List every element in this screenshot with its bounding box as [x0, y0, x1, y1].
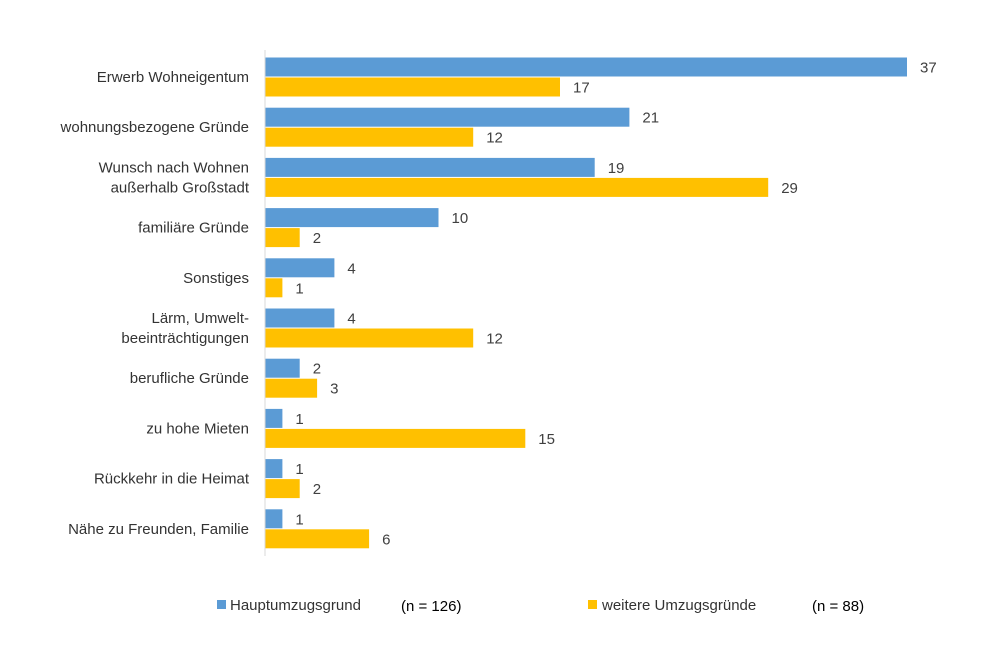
data-label: 1 — [295, 511, 303, 528]
category-label-line: berufliche Gründe — [130, 370, 249, 387]
data-label: 37 — [920, 60, 937, 77]
bar-hauptumzugsgrund — [265, 308, 335, 328]
data-label: 6 — [382, 531, 390, 548]
category-label: berufliche Gründe — [130, 370, 249, 387]
data-label: 12 — [486, 130, 503, 147]
data-label: 2 — [313, 230, 321, 247]
data-label: 19 — [608, 160, 625, 177]
bar-hauptumzugsgrund — [265, 258, 335, 278]
data-label: 1 — [295, 411, 303, 428]
bar-weitere-umzugsgruende — [265, 77, 560, 97]
bar-weitere-umzugsgruende — [265, 479, 300, 499]
bar-hauptumzugsgrund — [265, 358, 300, 378]
legend: Hauptumzugsgrund (n = 126) weitere Umzugsg… — [217, 597, 864, 615]
category-label: Lärm, Umwelt-beeinträchtigungen — [121, 310, 249, 347]
data-label: 15 — [538, 431, 555, 448]
category-label-line: zu hohe Mieten — [146, 420, 249, 437]
legend-label-weitere-umzugsgruende: weitere Umzugsgründe — [601, 597, 756, 614]
category-label-line: familiäre Gründe — [138, 220, 249, 237]
category-label: Wunsch nach Wohnen außerhalb Großstadt — [99, 159, 250, 196]
data-label: 2 — [313, 481, 321, 498]
plot-area: Erwerb Wohneigentum 37 17 wohnungsbezogene … — [60, 50, 937, 556]
data-label: 10 — [452, 210, 469, 227]
category-label-line: beeinträchtigungen — [121, 330, 249, 347]
category-label: familiäre Gründe — [138, 220, 249, 237]
bar-hauptumzugsgrund — [265, 459, 283, 479]
bar-weitere-umzugsgruende — [265, 127, 474, 147]
data-label: 29 — [781, 180, 798, 197]
category-label-line: Rückkehr in die Heimat — [94, 471, 250, 488]
data-label: 3 — [330, 381, 338, 398]
bar-weitere-umzugsgruende — [265, 228, 300, 248]
category-label: zu hohe Mieten — [146, 420, 249, 437]
category-label: wohnungsbezogene Gründe — [60, 119, 249, 136]
category-label: Erwerb Wohneigentum — [97, 69, 249, 86]
legend-sample-size: (n = 88) — [812, 598, 864, 615]
bar-hauptumzugsgrund — [265, 408, 283, 428]
category-label-line: Wunsch nach Wohnen — [99, 159, 249, 176]
bar-hauptumzugsgrund — [265, 208, 439, 228]
bar-weitere-umzugsgruende — [265, 378, 318, 398]
data-label: 2 — [313, 361, 321, 378]
bar-weitere-umzugsgruende — [265, 177, 769, 197]
category-label: Sonstiges — [183, 270, 249, 287]
legend-swatch-hauptumzugsgrund — [217, 600, 226, 609]
category-label-line: Sonstiges — [183, 270, 249, 287]
data-label: 4 — [347, 260, 355, 277]
bar-hauptumzugsgrund — [265, 107, 630, 127]
category-label-line: außerhalb Großstadt — [111, 179, 250, 196]
bar-weitere-umzugsgruende — [265, 328, 474, 348]
legend-sample-size: (n = 126) — [401, 598, 461, 615]
category-label-line: Nähe zu Freunden, Familie — [68, 521, 249, 538]
data-label: 21 — [642, 110, 659, 127]
category-label: Rückkehr in die Heimat — [94, 471, 250, 488]
legend-swatch-weitere-umzugsgruende — [588, 600, 597, 609]
category-label-line: Erwerb Wohneigentum — [97, 69, 249, 86]
data-label: 1 — [295, 461, 303, 478]
bar-hauptumzugsgrund — [265, 57, 907, 77]
data-label: 1 — [295, 280, 303, 297]
bar-weitere-umzugsgruende — [265, 428, 526, 448]
data-label: 17 — [573, 80, 590, 97]
bar-weitere-umzugsgruende — [265, 529, 370, 549]
category-label: Nähe zu Freunden, Familie — [68, 521, 249, 538]
data-label: 4 — [347, 311, 355, 328]
category-label-line: wohnungsbezogene Gründe — [60, 119, 249, 136]
category-label-line: Lärm, Umwelt- — [151, 310, 249, 327]
bar-weitere-umzugsgruende — [265, 278, 283, 298]
bar-hauptumzugsgrund — [265, 509, 283, 529]
bar-hauptumzugsgrund — [265, 157, 595, 177]
data-label: 12 — [486, 331, 503, 348]
legend-label-hauptumzugsgrund: Hauptumzugsgrund — [230, 597, 361, 614]
